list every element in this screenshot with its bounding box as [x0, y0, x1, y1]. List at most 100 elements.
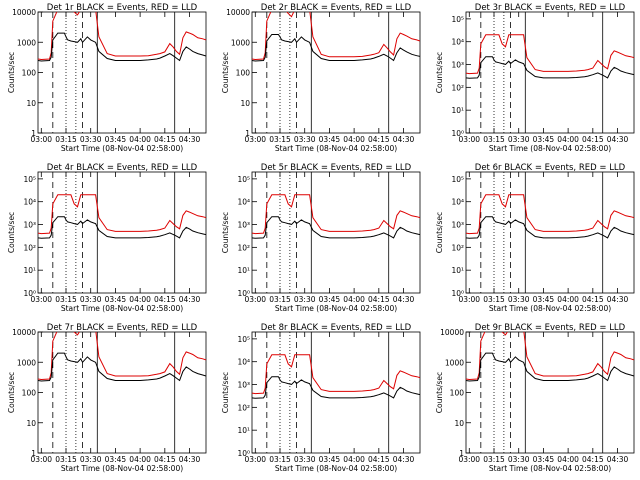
y-tick-label: 10¹ [23, 266, 36, 275]
x-tick-label: 03:30 [294, 295, 316, 304]
y-tick-label: 10⁰ [237, 289, 250, 298]
y-tick-label: 10000 [440, 328, 464, 337]
y-axis-title: Counts/sec [221, 372, 230, 413]
x-tick-label: 04:15 [368, 295, 390, 304]
y-axis-title: Counts/sec [7, 52, 16, 93]
data-layer [252, 332, 420, 453]
x-tick-label: 04:00 [129, 295, 151, 304]
x-tick-label: 04:15 [582, 455, 604, 464]
x-tick-label: 03:00 [30, 455, 52, 464]
y-tick-label: 10 [454, 419, 464, 428]
x-axis-title: Start Time (08-Nov-04 02:58:00) [275, 304, 397, 313]
series-line-events [252, 376, 420, 399]
x-tick-label: 03:30 [294, 135, 316, 144]
panel-title: Det 5r BLACK = Events, RED = LLD [261, 163, 412, 173]
x-tick-label: 04:30 [179, 135, 201, 144]
data-layer [38, 172, 206, 293]
data-layer [38, 332, 206, 453]
x-tick-label: 03:45 [533, 135, 555, 144]
y-tick-label: 10³ [451, 221, 464, 230]
data-layer [38, 12, 206, 133]
x-tick-label: 04:15 [582, 135, 604, 144]
x-tick-label: 03:00 [458, 455, 480, 464]
y-tick-label: 100 [236, 69, 251, 78]
x-axis-title: Start Time (08-Nov-04 02:58:00) [489, 304, 611, 313]
y-tick-label: 1000 [17, 38, 36, 47]
series-line-lld [466, 34, 634, 75]
plot-frame [251, 331, 421, 454]
panel-title: Det 6r BLACK = Events, RED = LLD [475, 163, 626, 173]
x-tick-label: 03:15 [269, 455, 291, 464]
series-line-lld [38, 12, 206, 61]
x-tick-label: 03:15 [55, 135, 77, 144]
x-tick-label: 03:00 [244, 455, 266, 464]
series-line-lld [466, 194, 634, 235]
x-tick-label: 03:00 [244, 295, 266, 304]
x-tick-label: 04:30 [607, 135, 629, 144]
x-tick-label: 03:15 [55, 295, 77, 304]
plot-frame [37, 171, 207, 294]
x-tick-label: 03:30 [508, 135, 530, 144]
x-tick-label: 04:30 [393, 455, 415, 464]
y-tick-label: 1000 [17, 358, 36, 367]
x-tick-label: 03:15 [269, 135, 291, 144]
x-tick-label: 04:00 [343, 135, 365, 144]
plot-frame [251, 11, 421, 134]
y-axis-title: Counts/sec [221, 212, 230, 253]
x-tick-label: 03:45 [105, 455, 127, 464]
data-layer [252, 172, 420, 293]
x-tick-label: 04:00 [343, 455, 365, 464]
plot-frame [465, 171, 635, 294]
series-line-events [466, 352, 634, 382]
x-tick-label: 03:00 [458, 295, 480, 304]
series-line-events [466, 216, 634, 239]
x-tick-label: 03:15 [55, 455, 77, 464]
series-line-lld [38, 194, 206, 235]
panel-title: Det 4r BLACK = Events, RED = LLD [47, 163, 198, 173]
plot-frame [37, 11, 207, 134]
x-tick-label: 04:00 [343, 295, 365, 304]
x-tick-label: 04:15 [368, 455, 390, 464]
x-tick-label: 04:30 [179, 455, 201, 464]
series-line-lld [38, 332, 206, 381]
x-tick-label: 03:00 [30, 135, 52, 144]
panel-title: Det 9r BLACK = Events, RED = LLD [475, 323, 626, 333]
x-tick-label: 03:15 [483, 455, 505, 464]
series-line-lld [252, 194, 420, 235]
series-line-lld [252, 12, 420, 61]
y-tick-label: 10 [26, 99, 36, 108]
panel-title: Det 8r BLACK = Events, RED = LLD [261, 323, 412, 333]
y-tick-label: 10000 [12, 328, 36, 337]
x-tick-label: 04:30 [393, 295, 415, 304]
panel-title: Det 3r BLACK = Events, RED = LLD [475, 3, 626, 13]
y-axis-title: Counts/sec [435, 212, 444, 253]
x-tick-label: 04:00 [557, 455, 579, 464]
x-tick-label: 03:45 [105, 295, 127, 304]
x-tick-label: 03:30 [508, 295, 530, 304]
series-line-events [38, 352, 206, 382]
y-tick-label: 10¹ [451, 106, 464, 115]
x-tick-label: 04:30 [393, 135, 415, 144]
y-tick-label: 10¹ [237, 266, 250, 275]
y-axis-title: Counts/sec [7, 372, 16, 413]
x-tick-label: 04:15 [582, 295, 604, 304]
x-tick-label: 04:30 [179, 295, 201, 304]
plot-frame [37, 331, 207, 454]
y-tick-label: 10000 [12, 8, 36, 17]
x-tick-label: 04:00 [129, 135, 151, 144]
y-tick-label: 10⁴ [451, 198, 464, 207]
panel-det-9r: Det 9r BLACK = Events, RED = LLD 1 10 100 10… [435, 323, 635, 473]
y-tick-label: 10⁴ [237, 198, 250, 207]
data-layer [466, 172, 634, 293]
x-tick-label: 03:15 [483, 295, 505, 304]
x-axis-title: Start Time (08-Nov-04 02:58:00) [61, 304, 183, 313]
x-tick-label: 04:15 [368, 135, 390, 144]
x-tick-label: 03:30 [80, 135, 102, 144]
x-tick-label: 03:30 [80, 455, 102, 464]
series-line-lld [252, 354, 420, 395]
y-tick-label: 1 [245, 129, 250, 138]
y-tick-label: 10 [26, 419, 36, 428]
x-tick-label: 03:30 [80, 295, 102, 304]
x-tick-label: 03:45 [319, 135, 341, 144]
